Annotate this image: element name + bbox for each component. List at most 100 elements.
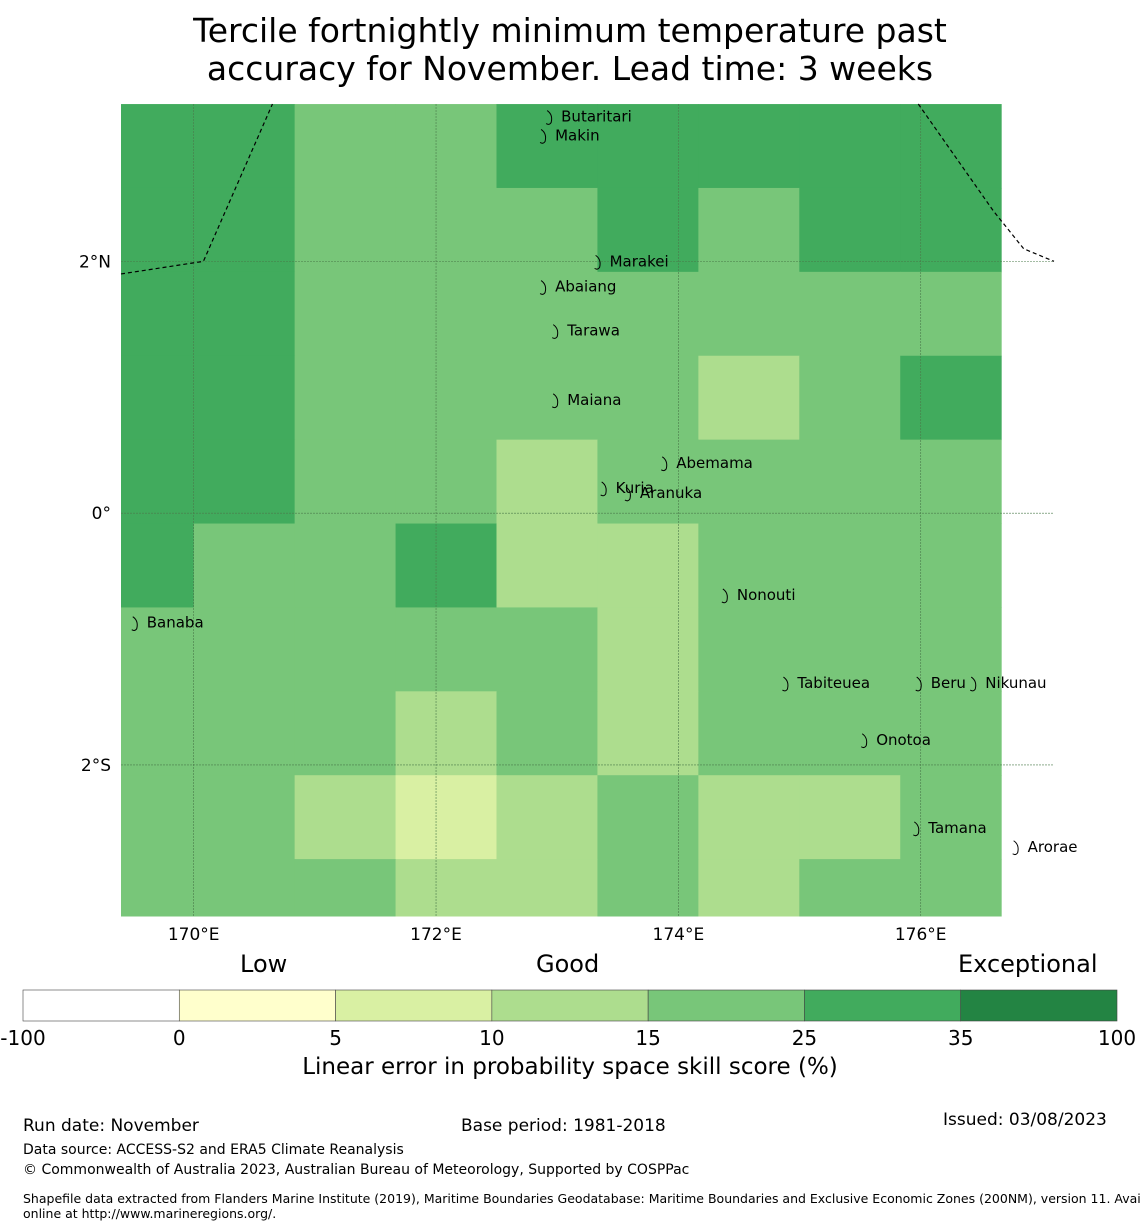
skill-cell xyxy=(597,691,699,776)
skill-cell xyxy=(799,859,901,917)
title-line-1: Tercile fortnightly minimum temperature … xyxy=(193,11,947,50)
skill-cell xyxy=(294,859,397,917)
island-label: Marakei xyxy=(610,252,669,270)
colorbar: -100 0 5 10 15 25 35 100 xyxy=(0,989,1136,1050)
island-label: Banaba xyxy=(147,614,204,632)
island-outline xyxy=(545,110,553,125)
island-label: Tamana xyxy=(927,819,986,837)
island-label: Onotoa xyxy=(876,731,931,749)
skill-cell xyxy=(121,607,195,692)
skill-cell xyxy=(121,439,195,525)
skill-cell xyxy=(597,775,699,860)
skill-cell xyxy=(395,607,498,692)
colorbar-segment xyxy=(960,989,1118,1022)
skill-cell xyxy=(900,187,1002,273)
skill-cell xyxy=(698,187,800,273)
skill-cell xyxy=(193,691,296,776)
island-label: Kuria xyxy=(616,479,654,497)
eez-boundary-line xyxy=(917,103,1055,262)
island-label: Butaritari xyxy=(561,108,632,126)
skill-cell xyxy=(121,775,195,860)
colorbar-tick-label: -100 xyxy=(0,1026,45,1050)
shapefile-credit-1: Shapefile data extracted from Flanders M… xyxy=(23,1191,1140,1206)
skill-cell xyxy=(597,104,699,189)
island-outline xyxy=(539,280,547,295)
skill-cell xyxy=(496,607,598,692)
skill-cell xyxy=(395,859,498,917)
base-period: Base period: 1981-2018 xyxy=(461,1116,666,1136)
island-outline xyxy=(551,324,559,339)
colorbar-tick-label: 0 xyxy=(173,1026,186,1050)
skill-cell xyxy=(799,775,901,860)
lat-tick-label: 0° xyxy=(92,504,111,524)
lon-tick-label: 174°E xyxy=(653,925,705,945)
skill-cell xyxy=(294,355,397,441)
skill-cell xyxy=(597,607,699,692)
skill-cell xyxy=(193,355,296,441)
colorbar-segment xyxy=(22,989,180,1022)
island-outline xyxy=(624,486,631,502)
skill-cell xyxy=(121,271,195,357)
skill-cell xyxy=(496,271,598,357)
island-label: Tarawa xyxy=(566,322,620,340)
category-exceptional: Exceptional xyxy=(958,950,1098,978)
skill-cell xyxy=(496,355,598,441)
skill-cell xyxy=(597,523,699,608)
island-label: Arorae xyxy=(1028,838,1078,856)
data-source: Data source: ACCESS-S2 and ERA5 Climate … xyxy=(23,1142,404,1158)
island-label: Tabiteuea xyxy=(796,674,870,692)
skill-cell xyxy=(799,691,901,776)
chart-title: Tercile fortnightly minimum temperature … xyxy=(0,12,1140,88)
skill-cell xyxy=(496,187,598,273)
colorbar-segment xyxy=(804,989,962,1022)
skill-cells xyxy=(121,104,1002,917)
skill-cell xyxy=(294,271,397,357)
lon-tick-label: 170°E xyxy=(168,925,220,945)
graticule xyxy=(121,104,1054,916)
island-outline xyxy=(539,129,547,144)
skill-cell xyxy=(193,523,296,608)
skill-cell xyxy=(698,775,800,860)
skill-cell xyxy=(294,439,397,525)
skill-cell xyxy=(597,271,699,357)
colorbar-segment xyxy=(335,989,493,1022)
skill-cell xyxy=(294,187,397,273)
skill-cell xyxy=(698,859,800,917)
skill-cell xyxy=(698,691,800,776)
skill-cell xyxy=(900,859,1002,917)
island-label: Aranuka xyxy=(640,484,702,502)
skill-cell xyxy=(121,355,195,441)
skill-cell xyxy=(294,775,397,860)
eez-boundary-line xyxy=(120,103,274,275)
lon-tick-label: 176°E xyxy=(895,925,947,945)
skill-cell xyxy=(698,439,800,525)
skill-cell xyxy=(294,523,397,608)
island-outline xyxy=(969,676,977,692)
skill-cell xyxy=(395,104,498,189)
skill-cell xyxy=(900,691,1002,776)
lat-tick-label: 2°S xyxy=(81,756,111,776)
category-low: Low xyxy=(240,950,288,978)
skill-cell xyxy=(496,775,598,860)
skill-cell xyxy=(597,439,699,525)
colorbar-segment xyxy=(178,989,336,1022)
skill-cell xyxy=(900,104,1002,189)
colorbar-segment xyxy=(647,989,805,1022)
colorbar-label: Linear error in probability space skill … xyxy=(302,1054,838,1080)
run-date: Run date: November xyxy=(23,1116,199,1136)
skill-cell xyxy=(121,691,195,776)
skill-cell xyxy=(799,187,901,273)
lat-tick-label: 2°N xyxy=(79,252,111,272)
skill-cell xyxy=(395,355,498,441)
colorbar-tick-label: 15 xyxy=(635,1026,660,1050)
issued-date: Issued: 03/08/2023 xyxy=(943,1110,1107,1130)
island-label: Abaiang xyxy=(555,278,616,296)
skill-cell xyxy=(698,355,800,441)
category-good: Good xyxy=(536,950,600,978)
lon-tick-label: 172°E xyxy=(410,925,462,945)
skill-cell xyxy=(121,187,195,273)
island-outline xyxy=(600,481,607,497)
skill-cell xyxy=(698,271,800,357)
skill-cell xyxy=(294,691,397,776)
